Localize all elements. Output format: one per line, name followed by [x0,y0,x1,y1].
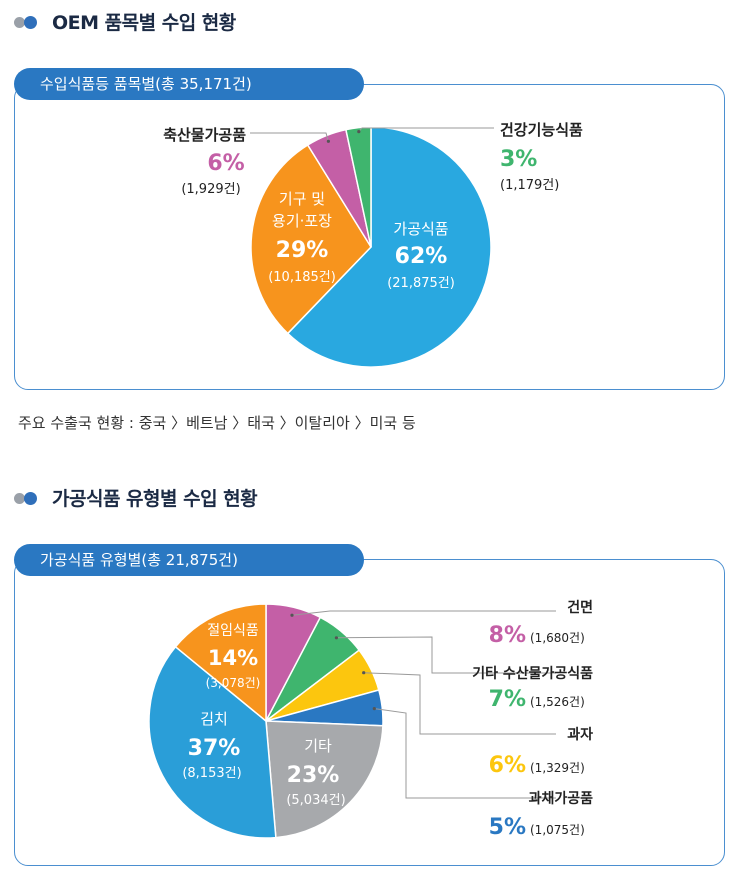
section-title: OEM 품목별 수입 현황 [52,12,236,34]
chart-title-pill: 수입식품등 품목별(총 35,171건) [14,68,364,100]
slice-percent: 8% [489,623,526,648]
slice-percent: 14% [208,646,258,670]
slice-percent: 29% [276,238,329,263]
slice-count: (1,526건) [530,695,585,709]
slice-count: (1,179건) [500,178,559,193]
slice-percent: 6% [489,753,526,778]
leader-line [336,636,556,674]
section-title: 가공식품 유형별 수입 현황 [52,488,258,510]
slice-label: 과자 [567,727,593,743]
leader-line [363,672,556,735]
pie-slice-3 [345,126,372,248]
slice-label: 용기·포장 [272,212,332,230]
pie-slice-5 [148,645,277,839]
leader-dot [326,139,330,143]
bullet-dots-icon [14,491,44,505]
leader-line [358,127,494,132]
leader-line [374,708,556,799]
slice-percent: 6% [207,151,244,176]
slice-count: (1,075건) [530,823,585,837]
pie-slice-6 [174,603,267,723]
slice-percent: 5% [489,815,526,840]
slice-label: 축산물가공품 [163,126,246,144]
slice-percent: 23% [287,763,340,788]
slice-label: 김치 [200,710,228,728]
section-heading-processed: 가공식품 유형별 수입 현황 [14,484,258,511]
slice-label: 건강기능식품 [500,121,583,139]
slice-percent: 62% [395,244,448,269]
section-heading-oem: OEM 품목별 수입 현황 [14,8,236,35]
slice-count: (5,034건) [286,793,345,808]
leader-line [250,132,329,142]
slice-label: 과채가공품 [529,791,594,807]
slice-label: 건면 [567,599,593,616]
leader-dot [357,130,361,134]
slice-label: 기타 수산물가공식품 [472,665,593,682]
slice-label: 기타 [304,737,332,755]
slice-count: (1,329건) [530,761,585,775]
slice-count: (10,185건) [268,270,336,285]
chart-title-pill: 가공식품 유형별(총 21,875건) [14,544,364,576]
slice-count: (3,078건) [206,676,261,690]
slice-percent: 37% [188,736,241,761]
leader-dot [290,613,294,617]
slice-count: (8,153건) [182,766,241,781]
export-country-note: 주요 수출국 현황 : 중국 〉베트남 〉태국 〉이탈리아 〉미국 등 [18,414,416,432]
slice-label: 절임식품 [207,623,259,639]
leader-line [291,610,556,616]
pie-slice-0 [286,126,492,368]
bullet-dots-icon [14,15,44,29]
slice-label: 기구 및 [279,190,325,208]
slice-count: (1,929건) [181,182,240,197]
slice-percent: 7% [489,687,526,712]
leader-dot [362,671,366,675]
leader-dot [334,636,338,640]
leader-dot [372,707,376,711]
slice-label: 가공식품 [393,220,448,238]
pie-slice-4 [265,720,384,839]
slice-count: (21,875건) [387,276,455,291]
slice-count: (1,680건) [530,631,585,645]
slice-percent: 3% [500,147,537,172]
pie-slice-1 [250,143,372,335]
